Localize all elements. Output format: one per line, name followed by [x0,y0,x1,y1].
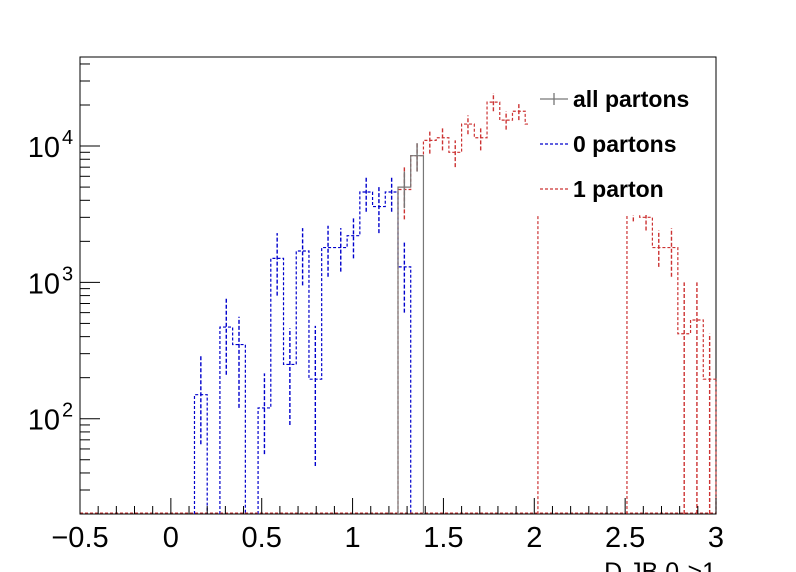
y-tick-label: 10 [28,132,60,164]
legend: all partons 0 partons 1 parton [530,75,712,215]
legend-label-0: all partons [573,86,689,112]
x-tick-label: 0.5 [242,522,282,554]
x-tick-label: 2 [526,522,542,554]
x-tick-label: 1 [345,522,361,554]
x-tick-label: 1.5 [423,522,463,554]
x-tick-label: 2.5 [605,522,645,554]
y-tick-exponent: 2 [62,400,73,422]
y-tick-label: 10 [28,405,60,437]
y-tick-exponent: 4 [62,127,73,149]
legend-label-1: 0 partons [573,131,677,157]
x-tick-label: −0.5 [51,522,108,554]
series-outline-2 [397,155,425,514]
y-tick-label: 10 [28,268,60,300]
y-tick-exponent: 3 [62,263,73,285]
legend-box [530,75,712,215]
x-tick-label: 0 [163,522,179,554]
x-tick-label: 3 [708,522,724,554]
series-all-partons [397,143,425,514]
legend-label-2: 1 parton [573,176,664,202]
x-axis-label: D JB 0->1 [604,558,716,572]
